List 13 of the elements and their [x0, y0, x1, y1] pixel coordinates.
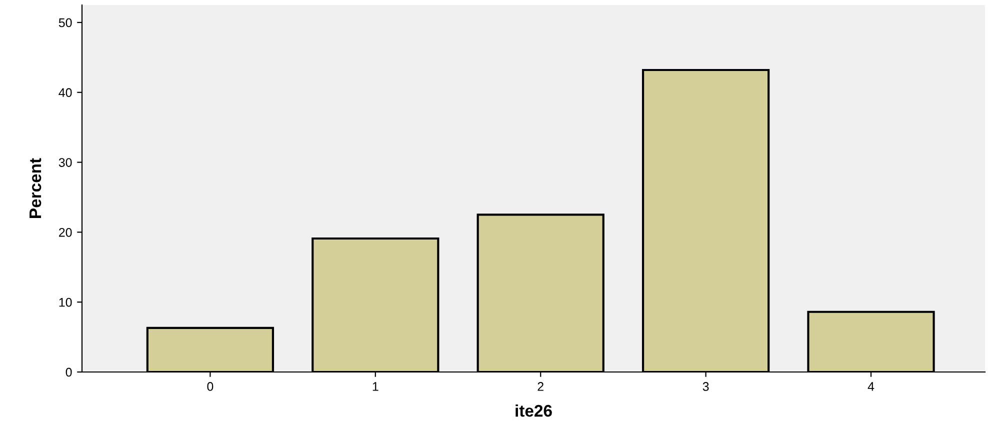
- y-tick-label: 0: [66, 368, 72, 377]
- x-tick-label: 1: [372, 382, 378, 391]
- x-tick-label: 0: [207, 382, 214, 391]
- y-tick-label: 50: [58, 18, 72, 28]
- y-tick-label: 20: [59, 228, 72, 237]
- x-axis-title: ite26: [516, 404, 552, 417]
- y-tick-label: 30: [58, 158, 72, 167]
- y-axis-title: Percent: [30, 158, 42, 218]
- x-tick-label: 2: [538, 382, 544, 391]
- x-tick-label: 3: [702, 382, 709, 391]
- y-tick-label: 10: [59, 298, 72, 307]
- x-tick-label: 4: [868, 382, 874, 391]
- y-tick-label: 40: [58, 88, 72, 98]
